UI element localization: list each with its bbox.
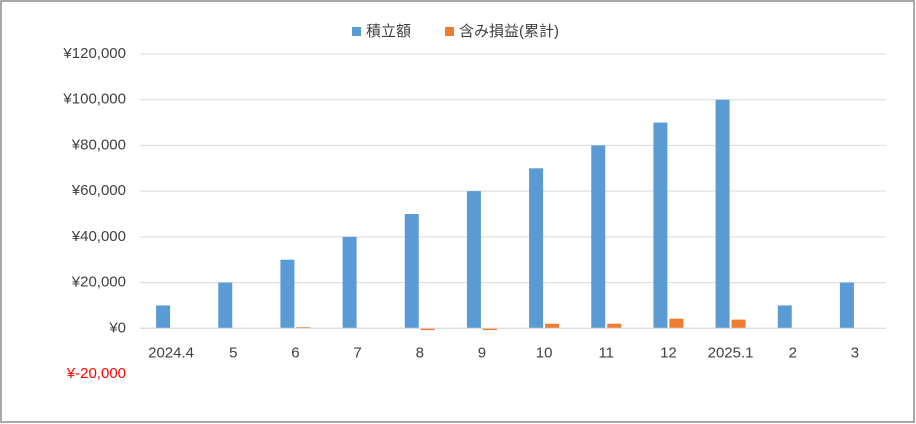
- y-tick-label: ¥120,000: [62, 45, 126, 62]
- y-tick-label: ¥-20,000: [66, 365, 126, 382]
- bar: [280, 259, 295, 329]
- bar: [296, 327, 311, 329]
- x-tick-label: 5: [229, 344, 237, 361]
- legend-swatch: [352, 27, 361, 36]
- x-tick-label: 10: [536, 344, 553, 361]
- bar: [653, 122, 668, 329]
- x-tick-label: 6: [291, 344, 299, 361]
- x-tick-label: 2024.4: [148, 344, 194, 361]
- bar: [482, 328, 497, 331]
- x-tick-label: 7: [353, 344, 361, 361]
- bar: [607, 323, 622, 329]
- y-tick-label: ¥60,000: [71, 182, 126, 199]
- x-tick-label: 11: [598, 344, 614, 361]
- x-tick-label: 9: [478, 344, 486, 361]
- bar: [545, 323, 560, 329]
- bar: [342, 236, 357, 329]
- x-tick-label: 2: [789, 344, 797, 361]
- y-tick-label: ¥80,000: [71, 136, 126, 153]
- bar: [218, 282, 233, 329]
- bar: [466, 191, 481, 329]
- legend-label: 積立額: [366, 23, 411, 40]
- bar: [839, 282, 854, 329]
- bar: [591, 145, 606, 329]
- bar: [731, 319, 746, 329]
- y-tick-label: ¥40,000: [71, 228, 126, 245]
- bar: [669, 318, 684, 329]
- x-tick-label: 8: [416, 344, 424, 361]
- bar: [777, 305, 792, 329]
- y-tick-label: ¥0: [108, 319, 126, 336]
- bar: [529, 168, 544, 329]
- bar: [420, 328, 435, 331]
- bar: [404, 214, 419, 329]
- bar: [156, 305, 171, 329]
- legend-label: 含み損益(累計): [459, 23, 559, 40]
- bar: [715, 99, 730, 329]
- x-tick-label: 3: [851, 344, 859, 361]
- x-tick-label: 12: [660, 344, 677, 361]
- x-tick-label: 2025.1: [708, 344, 754, 361]
- y-tick-label: ¥20,000: [71, 274, 126, 291]
- y-tick-label: ¥100,000: [62, 91, 126, 108]
- legend-swatch: [445, 27, 455, 36]
